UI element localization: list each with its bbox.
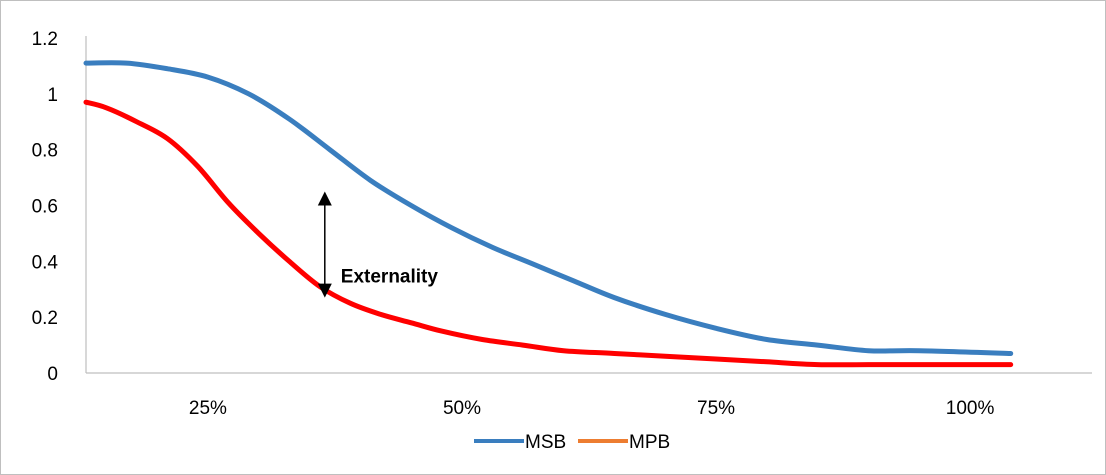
series-line-mpb	[83, 99, 1014, 368]
y-tick-label: 1.2	[32, 29, 58, 50]
series-line-msb	[83, 60, 1014, 356]
y-tick-label: 0.2	[32, 308, 58, 329]
y-tick-label: 0.6	[32, 197, 58, 218]
y-tick-label: 0.8	[32, 141, 58, 162]
externality-label: Externality	[341, 266, 439, 287]
x-tick-label: 100%	[946, 398, 995, 419]
legend-label-mpb: MPB	[629, 432, 670, 453]
y-tick-label: 0.4	[32, 252, 59, 273]
axes	[85, 36, 1092, 374]
arrow-up-icon	[317, 191, 332, 206]
legend: MSB MPB	[474, 432, 670, 453]
x-tick-label: 25%	[189, 398, 227, 419]
annotation-layer: Externality	[317, 191, 439, 298]
y-tick-label: 1	[47, 85, 58, 106]
ticks-layer: 0 0.2 0.4 0.6 0.8 1 1.2 25% 50% 75% 100%	[32, 29, 995, 419]
y-tick-label: 0	[47, 364, 58, 385]
arrow-down-icon	[317, 283, 332, 298]
legend-label-msb: MSB	[525, 432, 566, 453]
x-tick-label: 50%	[443, 398, 481, 419]
x-tick-label: 75%	[697, 398, 735, 419]
series-layer	[83, 60, 1014, 368]
